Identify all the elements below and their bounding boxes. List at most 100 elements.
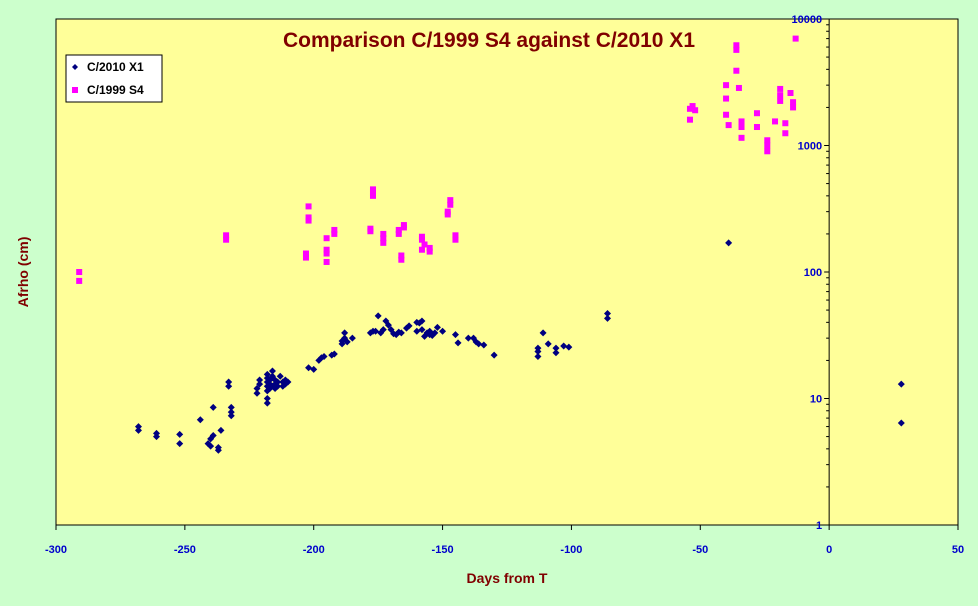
point-c1999s4	[777, 85, 784, 92]
point-c1999s4	[76, 269, 83, 275]
legend-diamond-marker	[72, 64, 78, 70]
point-c2010x1	[227, 412, 235, 420]
point-c1999s4	[764, 148, 771, 155]
point-c2010x1	[405, 322, 413, 330]
point-c2010x1	[439, 327, 447, 335]
point-c1999s4	[689, 103, 696, 110]
point-c2010x1	[227, 403, 235, 411]
point-c2010x1	[604, 309, 612, 317]
point-c2010x1	[475, 340, 483, 348]
point-c1999s4	[369, 189, 376, 196]
point-c2010x1	[552, 344, 560, 352]
y-tick-label: 10000	[792, 14, 823, 26]
point-c2010x1	[897, 419, 905, 427]
point-c1999s4	[733, 46, 740, 53]
point-c1999s4	[305, 203, 312, 210]
point-c1999s4	[777, 92, 784, 99]
point-c2010x1	[374, 312, 382, 320]
y-tick-label: 10	[810, 394, 822, 406]
point-c2010x1	[274, 382, 282, 390]
point-c1999s4	[418, 236, 425, 243]
point-c1999s4	[323, 250, 330, 257]
axis-ticks: -300 -250 -200 -150 -100 -50 0 50 1 10 100 1000 1000…	[45, 14, 964, 556]
point-c2010x1	[534, 344, 542, 352]
point-c1999s4	[686, 116, 693, 123]
legend-box	[65, 54, 163, 103]
point-c1999s4	[447, 197, 454, 204]
y-axis-title: Afrho (cm)	[15, 237, 31, 308]
point-c1999s4	[790, 99, 797, 106]
x-tick-label: -50	[692, 544, 708, 556]
point-c1999s4	[733, 67, 740, 74]
point-c1999s4	[380, 239, 387, 246]
point-c1999s4	[444, 211, 451, 218]
point-c1999s4	[323, 246, 330, 253]
point-c2010x1	[134, 423, 142, 431]
point-c1999s4	[782, 120, 789, 127]
point-c1999s4	[331, 230, 338, 237]
point-c1999s4	[323, 235, 330, 242]
point-c1999s4	[76, 277, 83, 284]
point-c1999s4	[395, 230, 402, 237]
point-c2010x1	[256, 380, 264, 388]
point-c2010x1	[397, 329, 405, 337]
point-c2010x1	[604, 314, 612, 322]
point-c1999s4	[305, 217, 312, 224]
x-tick-label: -100	[560, 544, 582, 556]
point-c2010x1	[253, 389, 261, 397]
point-c2010x1	[544, 340, 552, 348]
point-c1999s4	[753, 124, 760, 131]
point-c1999s4	[777, 97, 784, 104]
point-c1999s4	[738, 118, 745, 125]
point-c1999s4	[723, 111, 730, 118]
chart-title: Comparison C/1999 S4 against C/2010 X1	[283, 29, 695, 52]
point-c1999s4	[738, 124, 745, 131]
point-c1999s4	[735, 84, 742, 91]
point-c2010x1	[268, 367, 276, 375]
point-c1999s4	[223, 236, 230, 243]
point-c2010x1	[225, 378, 233, 386]
plot-area	[55, 18, 959, 526]
point-c1999s4	[790, 104, 797, 111]
x-tick-label: -200	[303, 544, 325, 556]
point-c2010x1	[227, 408, 235, 416]
point-c1999s4	[418, 246, 425, 253]
data-points	[76, 35, 905, 454]
x-tick-label: 0	[826, 544, 832, 556]
point-c1999s4	[380, 230, 387, 237]
point-c1999s4	[331, 226, 338, 233]
legend-square-marker	[72, 87, 78, 93]
point-c1999s4	[782, 130, 789, 137]
x-tick-label: 50	[952, 544, 964, 556]
y-tick-label: 1	[816, 520, 822, 532]
point-c1999s4	[380, 235, 387, 242]
point-c2010x1	[464, 334, 472, 342]
y-tick-label: 1000	[798, 141, 822, 153]
point-c1999s4	[400, 224, 407, 231]
point-c2010x1	[897, 380, 905, 388]
legend: C/2010 X1 C/1999 S4	[65, 54, 163, 103]
point-c1999s4	[772, 118, 779, 125]
point-c2010x1	[372, 327, 380, 335]
point-c1999s4	[792, 35, 799, 42]
point-c1999s4	[738, 134, 745, 141]
point-c2010x1	[310, 365, 318, 373]
point-c1999s4	[395, 226, 402, 233]
point-c2010x1	[263, 399, 271, 407]
point-c2010x1	[480, 341, 488, 349]
point-c2010x1	[490, 351, 498, 359]
legend-label-c2010x1: C/2010 X1	[87, 60, 144, 74]
point-c1999s4	[323, 258, 330, 265]
point-c1999s4	[725, 122, 732, 129]
point-c1999s4	[302, 250, 309, 257]
x-tick-label: -150	[432, 544, 454, 556]
point-c2010x1	[451, 331, 459, 339]
y-tick-label: 100	[804, 267, 822, 279]
point-c2010x1	[217, 426, 225, 434]
point-c1999s4	[733, 42, 740, 49]
point-c2010x1	[539, 329, 547, 337]
point-c2010x1	[276, 372, 284, 380]
point-c2010x1	[418, 317, 426, 325]
point-c2010x1	[176, 430, 184, 438]
point-c2010x1	[560, 342, 568, 350]
